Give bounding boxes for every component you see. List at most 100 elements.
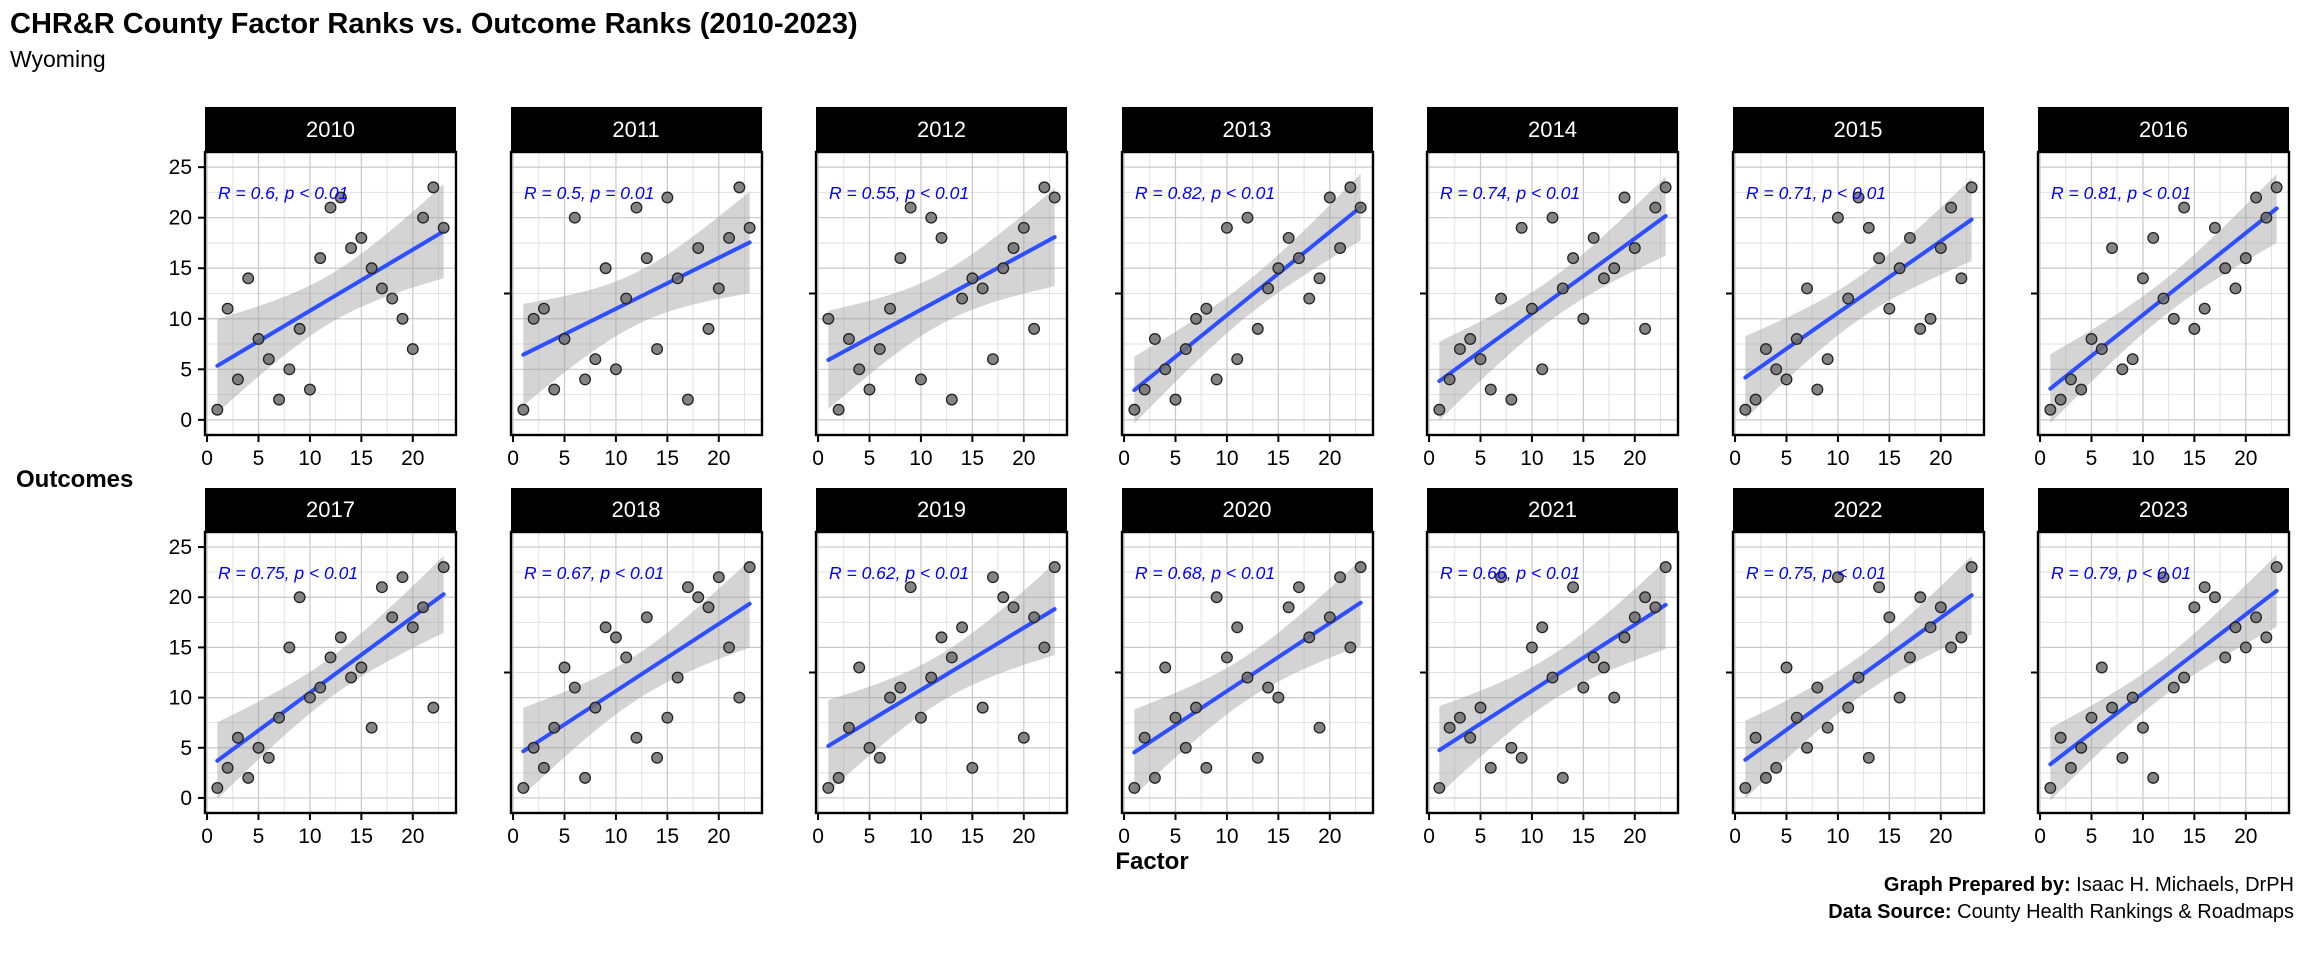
x-tick-label: 0: [1118, 447, 1130, 470]
y-tick-label: 15: [169, 636, 192, 659]
data-point: [2188, 322, 2201, 335]
x-tick-label: 20: [2234, 447, 2257, 470]
x-tick-label: 20: [1623, 825, 1646, 848]
x-tick-label: 5: [253, 825, 265, 848]
facet-plot-2022: R = 0.75, p < 0.01 0 5 10 15 20: [1725, 530, 1985, 848]
data-point: [1587, 651, 1600, 664]
data-point: [2208, 221, 2221, 234]
x-tick-label: 15: [1266, 825, 1289, 848]
data-point: [1810, 383, 1823, 396]
data-point: [547, 721, 560, 734]
data-point: [863, 383, 876, 396]
facet-strip-2013: 2013: [1121, 107, 1373, 152]
data-point: [894, 681, 907, 694]
data-point: [2106, 701, 2119, 714]
x-tick-label: 10: [2131, 825, 2154, 848]
data-point: [273, 711, 286, 724]
data-point: [1038, 181, 1051, 194]
data-point: [537, 761, 550, 774]
data-point: [578, 373, 591, 386]
correlation-annotation: R = 0.66, p < 0.01: [1440, 563, 1580, 583]
data-point: [884, 691, 897, 704]
data-point: [1738, 403, 1751, 416]
x-tick-label: 20: [1318, 447, 1341, 470]
data-point: [437, 561, 450, 574]
data-point: [211, 403, 224, 416]
data-point: [1017, 731, 1030, 744]
data-point: [822, 781, 835, 794]
data-point: [1546, 211, 1559, 224]
data-point: [2157, 292, 2170, 305]
x-tick-label: 15: [655, 447, 678, 470]
data-point: [1302, 631, 1315, 644]
data-point: [375, 282, 388, 295]
data-point: [406, 621, 419, 634]
data-point: [1028, 322, 1041, 335]
data-point: [853, 661, 866, 674]
data-point: [1608, 262, 1621, 275]
data-point: [1028, 611, 1041, 624]
data-point: [1924, 312, 1936, 325]
data-point: [1158, 661, 1171, 674]
data-point: [1769, 363, 1782, 376]
x-tick-label: 20: [1929, 825, 1952, 848]
correlation-annotation: R = 0.75, p < 0.01: [1746, 563, 1886, 583]
facet-strip-2021: 2021: [1427, 488, 1678, 532]
data-point: [1903, 651, 1916, 664]
y-axis-title: Outcomes: [16, 466, 134, 493]
data-point: [1810, 681, 1823, 694]
x-tick-label: 10: [1215, 825, 1238, 848]
facet-plot-2014: R = 0.74, p < 0.01 0 5 10 15 20: [1420, 150, 1680, 470]
facet-plot-2012: R = 0.55, p < 0.01 0 5 10 15 20: [809, 150, 1069, 470]
data-point: [712, 571, 725, 584]
data-point: [1649, 601, 1662, 614]
y-tick-label: 20: [169, 586, 192, 609]
data-point: [1749, 393, 1762, 406]
data-point: [1179, 343, 1192, 356]
facet-plot-2020: R = 0.68, p < 0.01 0 5 10 15 20: [1114, 530, 1374, 848]
data-point: [863, 741, 876, 754]
data-point: [1169, 393, 1181, 406]
data-point: [966, 272, 979, 285]
caption-data-source-label: Data Source:: [1828, 901, 1952, 923]
correlation-annotation: R = 0.6, p < 0.01: [218, 183, 348, 203]
x-tick-label: 15: [1572, 447, 1595, 470]
correlation-annotation: R = 0.67, p < 0.01: [524, 563, 664, 583]
data-point: [1577, 312, 1590, 325]
y-tick-label: 0: [180, 787, 192, 810]
data-point: [1313, 721, 1325, 734]
facet-year-label: 2011: [612, 116, 660, 142]
data-point: [1965, 561, 1978, 574]
data-point: [2219, 262, 2232, 275]
regression-line: [520, 601, 752, 754]
data-point: [1251, 751, 1264, 764]
x-tick-label: 0: [812, 825, 824, 848]
chart-subtitle: Wyoming: [10, 46, 106, 72]
data-point: [1639, 591, 1652, 604]
data-point: [1903, 231, 1916, 244]
data-point: [1790, 333, 1803, 345]
data-point: [2208, 591, 2221, 604]
data-point: [1048, 191, 1061, 204]
data-point: [252, 741, 265, 754]
data-point: [345, 671, 358, 684]
y-tick-label: 15: [169, 257, 192, 280]
data-point: [619, 292, 632, 305]
data-point: [1017, 221, 1030, 234]
data-point: [1618, 631, 1631, 644]
facet-plot-2010: R = 0.6, p < 0.01 0 5 10 15 20 0 5 10 15 20 25: [169, 150, 458, 470]
data-point: [1556, 282, 1569, 295]
data-point: [2198, 302, 2211, 315]
facet-strip-2020: 2020: [1121, 488, 1373, 532]
data-point: [375, 581, 388, 594]
correlation-annotation: R = 0.55, p < 0.01: [829, 183, 969, 203]
data-point: [1292, 252, 1305, 265]
data-point: [1230, 353, 1243, 366]
data-point: [671, 272, 684, 285]
data-point: [1343, 641, 1356, 654]
facet-strip-2012: 2012: [816, 107, 1067, 152]
data-point: [1841, 292, 1854, 305]
data-point: [1433, 403, 1446, 416]
data-point: [231, 731, 244, 744]
